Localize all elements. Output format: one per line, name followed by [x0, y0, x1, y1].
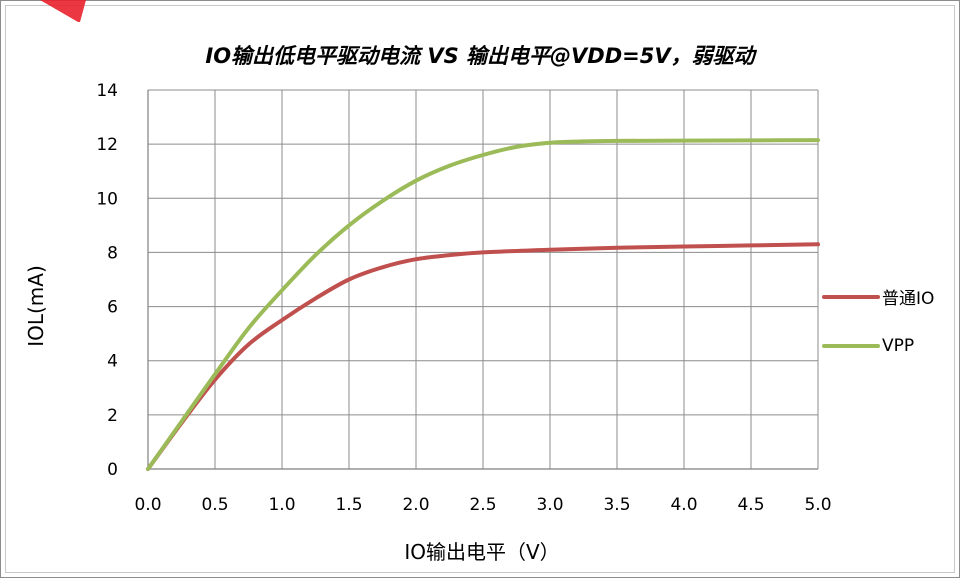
x-tick-label-1: 0.5	[201, 495, 228, 515]
x-tick-label-6: 3.0	[536, 495, 563, 515]
y-tick-label-2: 4	[107, 352, 118, 372]
y-tick-label-4: 8	[107, 243, 118, 263]
y-tick-label-7: 14	[96, 81, 118, 101]
x-tick-label-9: 4.5	[737, 495, 764, 515]
red-logo-icon	[40, 0, 86, 22]
x-tick-label-3: 1.5	[335, 495, 362, 515]
y-tick-label-0: 0	[107, 460, 118, 480]
legend-swatch-series-2	[822, 344, 880, 348]
y-tick-label-5: 10	[96, 189, 118, 209]
y-tick-label-6: 12	[96, 135, 118, 155]
legend-label-series-1: 普通IO	[882, 289, 935, 309]
legend-item-series-2: VPP	[822, 336, 914, 356]
y-axis-label: IOL(mA)	[24, 265, 48, 347]
legend-label-series-2: VPP	[882, 336, 915, 356]
chart-title: IO输出低电平驱动电流 VS 输出电平@VDD=5V，弱驱动	[205, 44, 755, 68]
x-tick-label-4: 2.0	[402, 495, 429, 515]
chart-area-border	[5, 5, 955, 573]
x-tick-label-7: 3.5	[603, 495, 630, 515]
x-tick-label-10: 5.0	[804, 495, 831, 515]
x-tick-label-0: 0.0	[134, 495, 161, 515]
y-tick-label-3: 6	[107, 298, 118, 318]
series-line-2	[146, 138, 820, 471]
series-line-1	[146, 242, 820, 471]
legend-item-series-1: 普通IO	[822, 284, 934, 309]
y-tick-label-1: 2	[107, 406, 118, 426]
x-axis-label: IO输出电平（V）	[404, 540, 560, 564]
x-tick-label-2: 1.0	[268, 495, 295, 515]
x-tick-label-5: 2.5	[469, 495, 496, 515]
legend-swatch-series-1	[822, 294, 880, 299]
x-tick-label-8: 4.0	[670, 495, 697, 515]
